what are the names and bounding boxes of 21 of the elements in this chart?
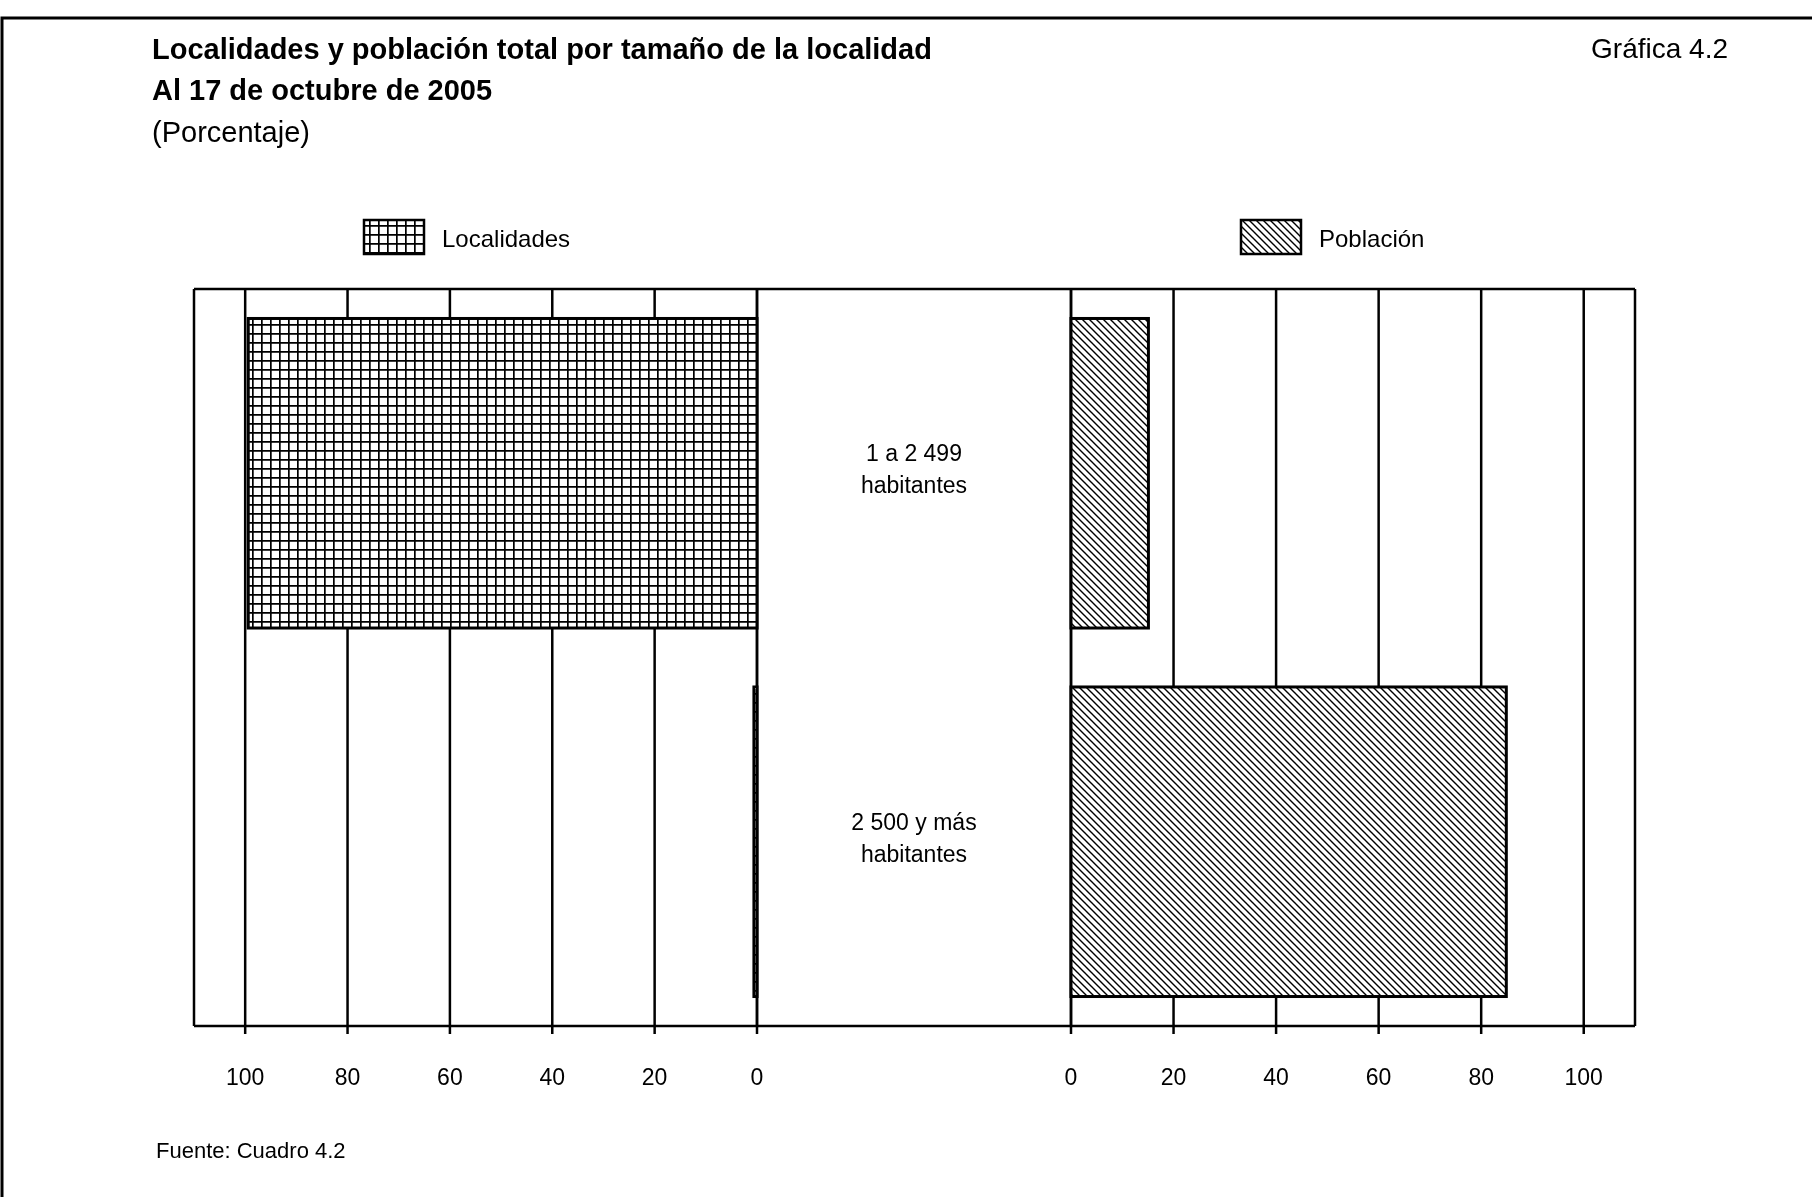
chart-subtitle: Al 17 de octubre de 2005 bbox=[152, 74, 493, 106]
x-tick-label: 80 bbox=[1468, 1064, 1494, 1090]
x-tick-label: 40 bbox=[539, 1064, 566, 1090]
legend-label: Población bbox=[1319, 225, 1425, 252]
x-tick-label: 20 bbox=[1160, 1064, 1187, 1090]
x-tick-label: 60 bbox=[1365, 1064, 1392, 1090]
x-tick-label: 40 bbox=[1263, 1064, 1289, 1090]
text: (Porcentaje) bbox=[152, 116, 310, 148]
x-tick-label: 20 bbox=[641, 1064, 668, 1090]
legend-label: Localidades bbox=[442, 225, 571, 252]
x-tick-label: 60 bbox=[437, 1064, 463, 1090]
chart-title: Localidades y población total por tamaño de la localidad bbox=[152, 33, 932, 65]
y-tick-label: 2 500 y más habitantes bbox=[851, 808, 977, 867]
x-tick-label: 100 bbox=[1564, 1064, 1603, 1090]
text: Gráfica 4.2 bbox=[1591, 33, 1728, 64]
x-tick-label: 80 bbox=[334, 1064, 361, 1090]
x-tick-label: 100 bbox=[225, 1064, 265, 1090]
x-tick-label: 0 bbox=[1064, 1064, 1078, 1090]
source-note: Fuente: Cuadro 4.2 bbox=[156, 1138, 346, 1163]
y-tick-label: 1 a 2 499 habitantes bbox=[860, 440, 968, 499]
x-tick-label: 0 bbox=[750, 1064, 764, 1090]
